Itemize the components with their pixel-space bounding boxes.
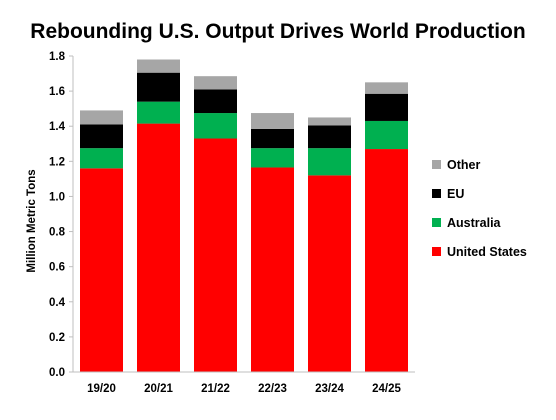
bar-united-states-24-25: [365, 149, 408, 372]
bar-other-21-22: [194, 76, 237, 90]
y-tick-label: 0.8: [49, 227, 66, 239]
bar-other-20-21: [137, 59, 180, 73]
y-tick-label: 0.0: [49, 367, 65, 379]
x-tick-label: 22/23: [258, 383, 287, 395]
bar-other-23-24: [308, 117, 351, 126]
bar-australia-19-20: [80, 148, 123, 169]
y-axis-label: Million Metric Tons: [26, 169, 38, 272]
bar-australia-21-22: [194, 113, 237, 139]
y-tick-label: 0.6: [49, 262, 65, 274]
bar-australia-24-25: [365, 120, 408, 150]
y-tick-label: 1.6: [49, 86, 65, 98]
legend-label-other: Other: [447, 158, 480, 172]
bar-eu-19-20: [80, 124, 123, 149]
legend-swatch-australia: [432, 218, 441, 227]
y-tick-label: 1.0: [49, 191, 65, 203]
bar-other-19-20: [80, 110, 123, 125]
bar-eu-24-25: [365, 93, 408, 121]
bar-australia-20-21: [137, 101, 180, 124]
bar-united-states-19-20: [80, 168, 123, 372]
legend-label-australia: Australia: [447, 216, 502, 230]
bar-united-states-22-23: [251, 167, 294, 372]
bar-eu-22-23: [251, 128, 294, 149]
legend: Other EU Australia United States: [432, 158, 527, 259]
legend-swatch-eu: [432, 189, 441, 198]
bar-australia-22-23: [251, 148, 294, 168]
x-tick-label: 19/20: [87, 383, 116, 395]
y-tick-label: 1.8: [49, 51, 66, 63]
chart-title: Rebounding U.S. Output Drives World Prod…: [30, 20, 525, 43]
legend-swatch-united-states: [432, 247, 441, 256]
plot-area: 0.0 0.2 0.4 0.6 0.8 1.0 1.2 1.4 1.6 1.8 19/20 20/21…: [49, 51, 415, 395]
legend-swatch-other: [432, 160, 441, 169]
x-tick-label: 23/24: [315, 383, 344, 395]
y-tick-label: 0.4: [49, 297, 66, 309]
y-tick-label: 0.2: [49, 332, 65, 344]
bar-other-22-23: [251, 113, 294, 129]
y-tick-label: 1.2: [49, 156, 65, 168]
legend-label-eu: EU: [447, 187, 464, 201]
bar-eu-23-24: [308, 125, 351, 149]
bar-united-states-23-24: [308, 175, 351, 372]
bar-eu-20-21: [137, 72, 180, 102]
y-tick-label: 1.4: [49, 121, 66, 133]
bar-other-24-25: [365, 82, 408, 94]
bar-united-states-20-21: [137, 123, 180, 372]
x-tick-label: 24/25: [372, 383, 401, 395]
x-tick-label: 20/21: [144, 383, 173, 395]
bar-eu-21-22: [194, 89, 237, 114]
x-tick-label: 21/22: [201, 383, 230, 395]
legend-label-united-states: United States: [447, 245, 527, 259]
bar-united-states-21-22: [194, 138, 237, 372]
bar-australia-23-24: [308, 148, 351, 176]
